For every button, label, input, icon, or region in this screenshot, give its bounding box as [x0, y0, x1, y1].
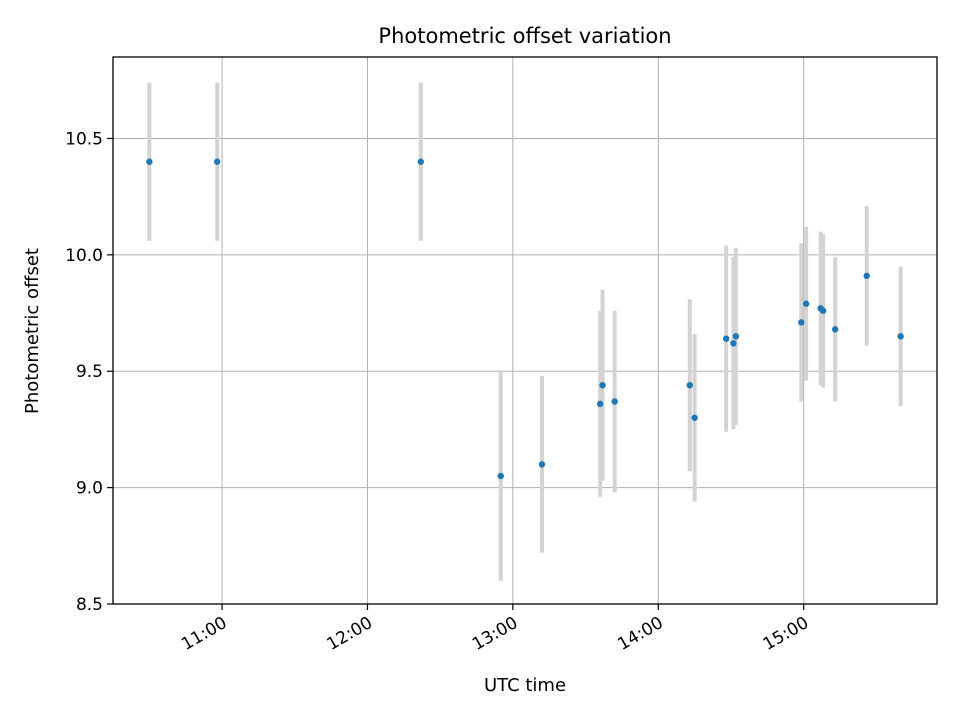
y-tick-label: 8.5 [76, 595, 103, 615]
y-axis-title: Photometric offset [22, 248, 43, 414]
data-points [146, 158, 904, 480]
data-point [611, 398, 618, 405]
x-tick-label: 14:00 [614, 613, 666, 655]
data-point [146, 158, 153, 165]
x-tick-label: 12:00 [324, 613, 376, 655]
data-point [417, 158, 424, 165]
data-point [214, 158, 221, 165]
data-point [732, 333, 740, 340]
data-point [686, 382, 693, 389]
y-tick-label: 10.0 [65, 246, 103, 266]
y-tick-label: 9.0 [76, 479, 103, 499]
x-axis-ticks: 11:00 12:00 13:00 14:00 15:00 [178, 604, 812, 655]
error-bars [147, 82, 903, 581]
y-axis-ticks: 8.5 9.0 9.5 10.0 10.5 [65, 129, 113, 615]
chart-title: Photometric offset variation [378, 24, 671, 48]
data-point [832, 326, 839, 333]
x-tick-label: 11:00 [178, 613, 230, 655]
x-axis-title: UTC time [484, 675, 566, 696]
data-point [538, 461, 546, 468]
data-point [596, 400, 604, 408]
data-point [819, 307, 827, 314]
data-point [722, 335, 730, 342]
data-point [497, 472, 504, 480]
y-tick-label: 10.5 [65, 129, 103, 149]
data-point [897, 333, 904, 340]
grid [113, 57, 937, 605]
y-tick-label: 9.5 [76, 362, 103, 382]
data-point [863, 272, 870, 279]
data-point [802, 300, 810, 307]
data-point [730, 340, 737, 347]
data-point [691, 414, 698, 421]
plot-frame [112, 56, 938, 605]
data-point [798, 319, 805, 326]
x-tick-label: 13:00 [469, 613, 521, 655]
data-point [599, 382, 606, 389]
x-tick-label: 15:00 [760, 613, 812, 655]
